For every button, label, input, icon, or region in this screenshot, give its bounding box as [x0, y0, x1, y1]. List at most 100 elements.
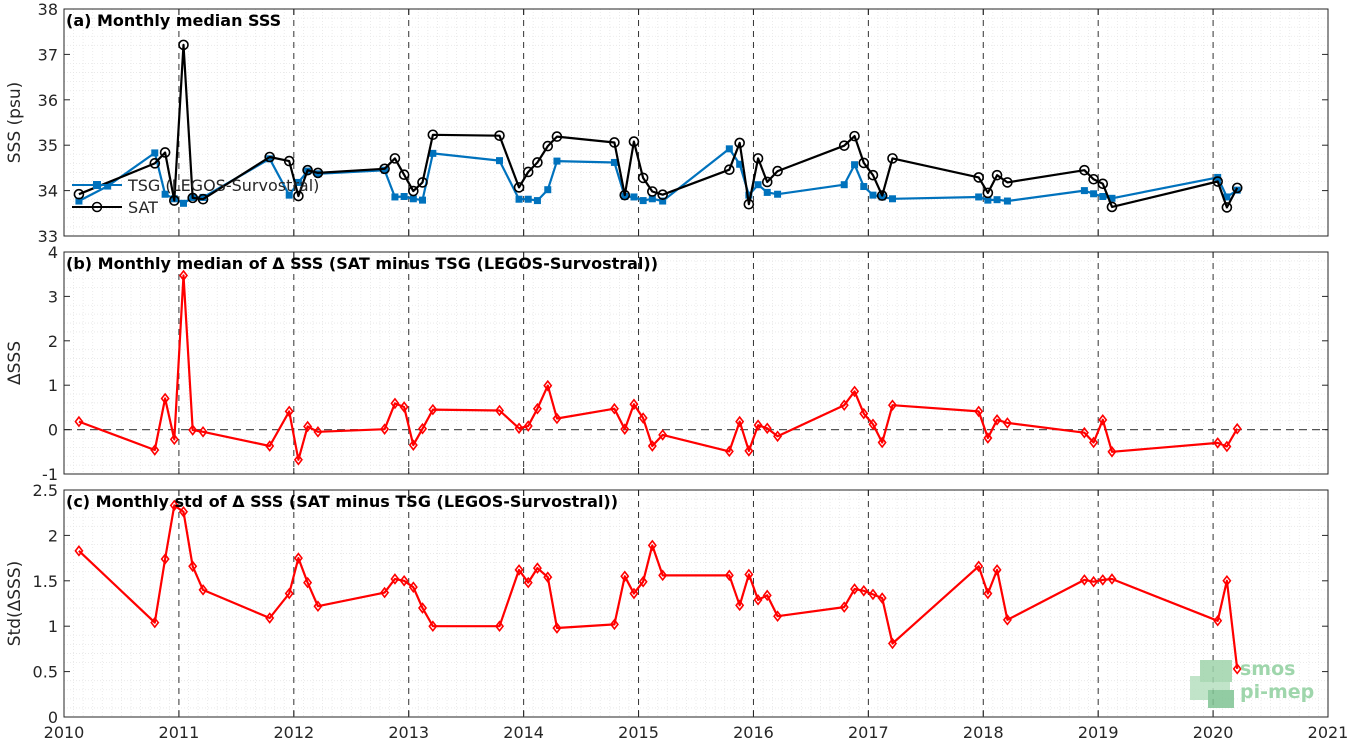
data-point-delta [859, 407, 869, 420]
data-point-delta [169, 499, 179, 512]
data-point-delta [313, 426, 323, 438]
data-point-delta [380, 586, 390, 599]
data-point-sat [849, 130, 860, 142]
data-point-tsg [400, 193, 408, 201]
data-point-tsg [496, 157, 504, 165]
data-point-delta [399, 401, 409, 413]
data-point-delta [303, 420, 313, 433]
data-point-sat [312, 167, 324, 179]
x-tick-label: 2015 [618, 723, 659, 742]
logo-text-pi-mep: pi-mep [1240, 681, 1314, 703]
data-point-tsg [639, 197, 647, 205]
x-tick-label: 2011 [159, 723, 200, 742]
data-point-sat [619, 189, 631, 201]
data-point-delta [647, 539, 657, 552]
logo-shape-front [1208, 690, 1234, 708]
data-point-sat [752, 153, 764, 164]
y-tick-label: 2 [48, 526, 58, 545]
data-point-delta [532, 562, 542, 574]
data-point-delta [762, 422, 772, 435]
data-point-sat [532, 157, 543, 168]
data-point-delta [744, 568, 754, 581]
data-point-delta [399, 574, 409, 587]
y-tick-label: 38 [38, 0, 58, 19]
data-point-delta [992, 564, 1002, 576]
series-line-delta [78, 504, 1239, 670]
data-point-delta [543, 571, 553, 583]
data-point-delta [983, 432, 993, 444]
data-point-delta [1222, 440, 1232, 453]
legend-entry-tsg: TSG (LEGOS-Survostral) [72, 176, 319, 195]
panel-b-year-lines [178, 252, 1214, 474]
data-point-sat [647, 186, 658, 197]
data-point-delta [188, 424, 198, 436]
panel-c-grid [64, 490, 1328, 717]
data-point-sat [772, 165, 783, 177]
data-point-tsg [745, 191, 753, 199]
data-point-tsg [1099, 193, 1107, 201]
panel-b-grid [64, 252, 1328, 474]
data-point-tsg [151, 149, 159, 157]
data-point-delta [647, 440, 657, 452]
data-point-sat [991, 169, 1003, 181]
panel-c-title: (c) Monthly std of Δ SSS (SAT minus TSG … [66, 492, 618, 511]
data-point-sat [494, 130, 505, 141]
data-point-delta [850, 385, 860, 398]
data-point-tsg [984, 196, 992, 204]
data-point-sat [867, 169, 879, 181]
data-point-delta [620, 570, 630, 583]
data-point-sat [159, 147, 171, 158]
data-point-sat [1079, 164, 1090, 176]
panel-b-y-axis-label: ΔSSS [5, 341, 25, 385]
data-point-tsg [648, 195, 656, 203]
data-point-sat [427, 129, 439, 141]
y-tick-label: 36 [38, 91, 58, 110]
data-point-sat [187, 192, 198, 204]
data-point-delta [514, 422, 524, 435]
panel-a-grid [64, 9, 1328, 236]
data-point-tsg [869, 191, 877, 199]
data-point-tsg [888, 195, 896, 203]
data-point-delta [735, 415, 745, 428]
data-point-tsg [630, 193, 638, 201]
data-point-sat [389, 153, 401, 164]
data-point-sat [1231, 182, 1243, 194]
data-point-delta [198, 426, 208, 438]
data-point-delta [390, 573, 400, 585]
data-point-delta [494, 404, 505, 417]
data-point-sat [197, 193, 209, 205]
data-point-delta [150, 616, 160, 629]
data-point-sat [1002, 177, 1013, 188]
data-point-tsg [553, 157, 561, 165]
x-tick-label: 2013 [388, 723, 429, 742]
data-point-tsg [754, 181, 762, 189]
data-point-sat [1106, 201, 1118, 213]
data-point-delta [1222, 574, 1232, 587]
data-point-delta [1107, 445, 1117, 458]
data-point-delta [552, 622, 562, 634]
data-point-delta [974, 560, 984, 573]
data-point-tsg [774, 190, 782, 198]
series-line-sat-or-tsg [78, 43, 1239, 209]
data-point-delta [974, 405, 984, 418]
data-point-sat [417, 177, 428, 188]
data-point-sat [887, 153, 898, 164]
x-tick-label: 2020 [1193, 723, 1234, 742]
data-point-delta [983, 587, 993, 600]
data-point-delta [1098, 414, 1108, 426]
data-point-delta [887, 399, 898, 411]
data-point-tsg [391, 193, 399, 201]
data-point-delta [265, 440, 275, 452]
data-point-delta [494, 620, 505, 633]
data-point-tsg [294, 178, 302, 186]
data-point-delta [313, 600, 323, 613]
y-tick-label: 3 [48, 287, 58, 306]
data-point-delta [850, 583, 860, 595]
data-point-tsg [736, 160, 744, 168]
data-point-sat [628, 136, 640, 147]
data-point-sat [838, 140, 850, 151]
data-point-delta [284, 587, 294, 600]
data-point-delta [380, 423, 390, 435]
data-point-sat [858, 157, 870, 169]
data-point-delta [658, 429, 668, 441]
